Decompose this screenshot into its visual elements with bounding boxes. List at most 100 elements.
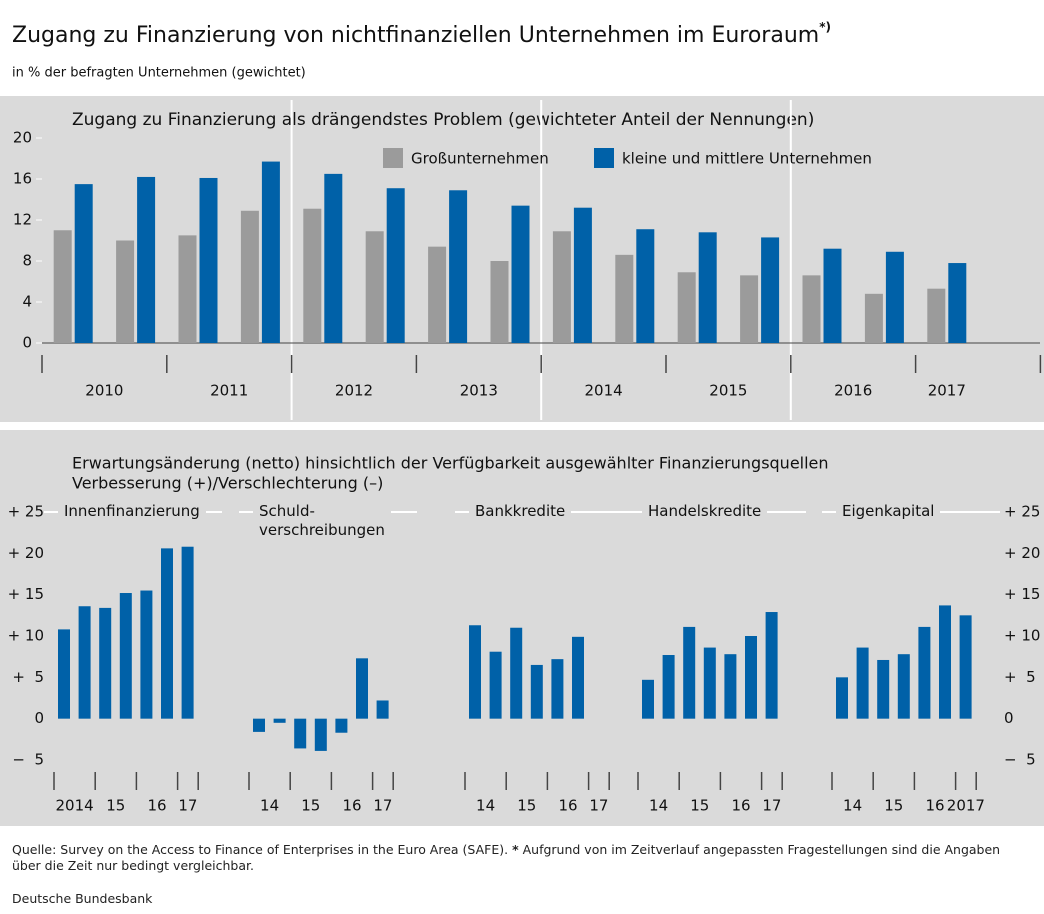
y-tick-label: + 10 (8, 627, 44, 645)
bar (615, 254, 634, 343)
y-tick-label: 20 (13, 129, 32, 147)
bar (449, 190, 468, 343)
y-tick-label: 16 (13, 170, 32, 188)
panel-title: Innenfinanzierung (58, 502, 206, 521)
y-tick-label: + 20 (1004, 544, 1040, 562)
y-tick-label: 0 (22, 334, 32, 352)
x-group-label: 15 (517, 797, 536, 815)
x-group-label: 2016 (834, 382, 872, 400)
bar (877, 659, 890, 719)
title: Zugang zu Finanzierung von nichtfinanzie… (12, 20, 831, 49)
bar (181, 546, 194, 719)
bar (959, 615, 972, 719)
x-group-label: 14 (260, 797, 279, 815)
y-tick-label: + 15 (8, 585, 44, 603)
x-group-label: 2014 (585, 382, 623, 400)
panel-title: Bankkredite (469, 502, 572, 521)
x-group-label: 16 (147, 797, 166, 815)
bar (552, 231, 571, 343)
x-group-label: 2014 (56, 797, 94, 815)
bar (703, 647, 716, 719)
y-tick-label: + 20 (8, 544, 44, 562)
y-tick-label: + 25 (1004, 503, 1040, 521)
bar (642, 679, 654, 719)
x-group-label: 15 (301, 797, 320, 815)
title-note: *) (819, 20, 831, 34)
bar (140, 590, 153, 719)
bar (897, 654, 910, 719)
bar (836, 677, 848, 719)
bar (740, 275, 759, 343)
bar (939, 605, 951, 719)
bar (178, 235, 197, 343)
bar (53, 230, 72, 343)
x-group-label: 17 (373, 797, 392, 815)
x-group-label: 15 (884, 797, 903, 815)
bar (724, 654, 737, 719)
bar (335, 718, 348, 733)
bar (698, 232, 717, 343)
bar (240, 210, 259, 343)
bar (683, 626, 696, 719)
x-group-label: 15 (106, 797, 125, 815)
bar (324, 173, 343, 343)
bar (765, 612, 778, 719)
bar (58, 629, 70, 719)
y-tick-label: − 5 (1004, 751, 1036, 769)
bar (119, 593, 132, 719)
bar (294, 718, 307, 749)
y-tick-label: + 10 (1004, 627, 1040, 645)
bar (314, 718, 327, 751)
x-group-label: 14 (843, 797, 862, 815)
bar (386, 188, 405, 343)
top-title: Zugang zu Finanzierung als drängendstes … (72, 110, 814, 130)
y-tick-label: 12 (13, 211, 32, 229)
bar (376, 700, 389, 719)
y-tick-label: 8 (22, 252, 32, 270)
bar (823, 248, 842, 343)
subtitle: in % der befragten Unternehmen (gewichte… (12, 66, 306, 81)
x-group-label: 2017 (928, 382, 966, 400)
footer-note: Quelle: Survey on the Access to Finance … (12, 842, 1032, 874)
x-group-label: 16 (731, 797, 750, 815)
panel-title: Schuld- verschreibungen (253, 502, 391, 540)
x-group-label: 2012 (335, 382, 373, 400)
bar (761, 237, 780, 343)
x-group-label: 14 (649, 797, 668, 815)
bar (273, 718, 286, 723)
bar (927, 288, 946, 343)
x-group-label: 2010 (85, 382, 123, 400)
bar (636, 229, 655, 343)
bar (303, 208, 322, 343)
y-tick-label: − 5 (12, 751, 44, 769)
bar (74, 184, 93, 343)
bar (918, 626, 931, 719)
legend-swatch (383, 148, 403, 168)
bar (864, 293, 883, 343)
note-marker: * (512, 842, 519, 857)
bar (885, 251, 904, 343)
bar (677, 272, 696, 343)
bar (802, 275, 821, 343)
source: Quelle: Survey on the Access to Finance … (12, 842, 509, 857)
x-group-label: 2013 (460, 382, 498, 400)
bar (78, 606, 91, 719)
x-group-label: 16 (925, 797, 944, 815)
x-group-label: 17 (762, 797, 781, 815)
bar (261, 161, 280, 343)
panel-title: Eigenkapital (836, 502, 941, 521)
bar (573, 207, 592, 343)
legend-label: kleine und mittlere Unternehmen (622, 150, 872, 168)
bar (856, 647, 869, 719)
bar (511, 205, 530, 343)
bar (137, 176, 156, 343)
y-tick-label: + 15 (1004, 585, 1040, 603)
bar (199, 177, 218, 343)
bar (116, 240, 135, 343)
bar (530, 664, 543, 719)
section-title: Erwartungsänderung (netto) hinsichtlich … (72, 454, 829, 473)
bar (490, 261, 509, 343)
x-group-label: 17 (178, 797, 197, 815)
